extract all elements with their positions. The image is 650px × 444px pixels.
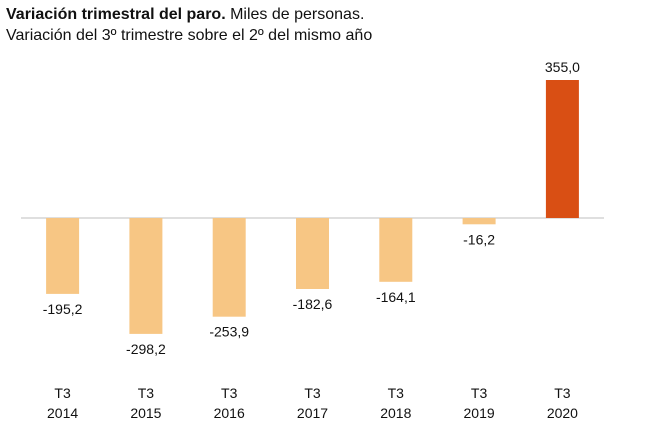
bar-2: [212, 218, 246, 317]
category-label-5-0: T3: [471, 385, 488, 401]
data-label-4: -164,1: [376, 289, 416, 305]
category-label-3-0: T3: [304, 385, 321, 401]
category-label-2-0: T3: [221, 385, 238, 401]
bar-6: [545, 80, 579, 218]
category-label-3-1: 2017: [297, 405, 328, 421]
bar-1: [129, 218, 163, 334]
data-label-5: -16,2: [463, 231, 495, 247]
chart-title-line: Variación trimestral del paro. Miles de …: [6, 4, 646, 25]
chart-title: Variación trimestral del paro.: [6, 6, 226, 23]
data-label-3: -182,6: [293, 296, 333, 312]
bar-3: [296, 218, 329, 289]
category-label-1-1: 2015: [130, 405, 161, 421]
category-label-6-1: 2020: [547, 405, 578, 421]
data-label-1: -298,2: [126, 341, 166, 357]
chart-title-block: Variación trimestral del paro. Miles de …: [6, 4, 646, 46]
data-label-2: -253,9: [209, 324, 249, 340]
data-label-0: -195,2: [43, 301, 83, 317]
category-label-5-1: 2019: [464, 405, 495, 421]
category-label-2-1: 2016: [214, 405, 245, 421]
chart-subtitle: Variación del 3º trimestre sobre el 2º d…: [6, 27, 373, 44]
data-label-6: 355,0: [545, 59, 580, 75]
bar-5: [462, 218, 496, 225]
category-label-4-0: T3: [388, 385, 405, 401]
category-label-6-0: T3: [554, 385, 571, 401]
category-label-4-1: 2018: [380, 405, 411, 421]
chart-title-suffix: Miles de personas.: [230, 6, 365, 23]
category-label-0-1: 2014: [47, 405, 78, 421]
bar-4: [379, 218, 413, 282]
category-label-1-0: T3: [138, 385, 155, 401]
bar-0: [46, 218, 80, 294]
category-label-0-0: T3: [54, 385, 71, 401]
